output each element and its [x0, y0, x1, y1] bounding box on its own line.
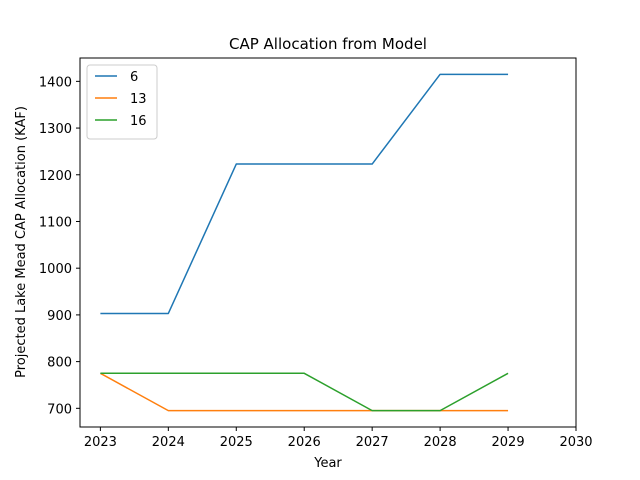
plot-frame — [79, 57, 577, 428]
y-tick-label: 1200 — [39, 169, 72, 184]
x-tick-label: 2027 — [356, 435, 389, 450]
y-tick-label: 1400 — [39, 75, 72, 90]
legend-label-16: 16 — [130, 114, 147, 129]
series-line-13 — [100, 372, 509, 412]
y-axis-label: Projected Lake Mead CAP Allocation (KAF) — [14, 106, 29, 378]
y-tick-label: 1000 — [39, 262, 72, 277]
legend-label-13: 13 — [130, 92, 147, 107]
series-line-6 — [100, 73, 509, 315]
series-line-16 — [100, 372, 509, 412]
y-tick-label: 700 — [47, 402, 72, 417]
x-tick-label: 2024 — [152, 435, 185, 450]
x-tick-label: 2025 — [220, 435, 253, 450]
x-tick-label: 2030 — [559, 435, 592, 450]
y-axis: 700 800 900 1000 1100 1200 1300 1400 — [39, 75, 80, 417]
plot-area — [79, 57, 577, 428]
x-tick-label: 2028 — [424, 435, 457, 450]
x-tick-label: 2026 — [288, 435, 321, 450]
x-tick-label: 2023 — [84, 435, 117, 450]
legend: 6 13 16 — [86, 64, 158, 140]
chart-title: CAP Allocation from Model — [229, 35, 427, 53]
y-tick-label: 900 — [47, 309, 72, 324]
y-tick-label: 1100 — [39, 215, 72, 230]
y-tick-label: 800 — [47, 356, 72, 371]
x-axis: 2023 2024 2025 2026 2027 2028 2029 2030 — [84, 427, 593, 450]
y-tick-label: 1300 — [39, 122, 72, 137]
x-axis-label: Year — [313, 456, 342, 471]
x-tick-label: 2029 — [492, 435, 525, 450]
legend-label-6: 6 — [130, 70, 138, 85]
